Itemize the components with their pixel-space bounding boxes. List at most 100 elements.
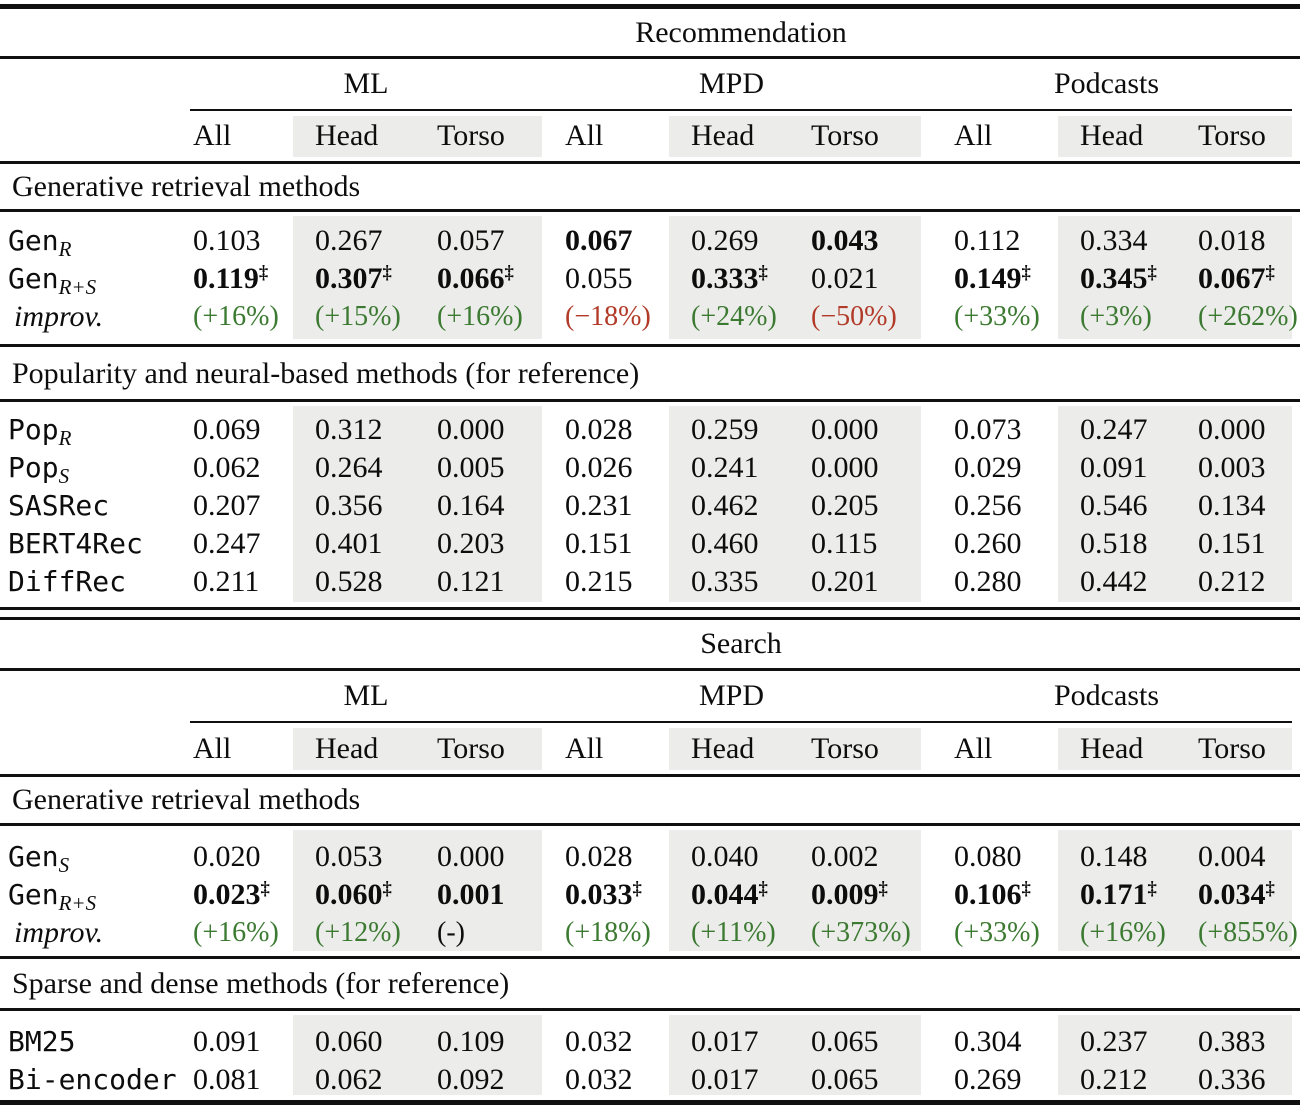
metric-cell: 0.171‡ <box>1080 878 1157 911</box>
metric-cell: 0.001 <box>437 878 505 911</box>
horizontal-rule <box>0 774 1300 777</box>
metric-cell: (+33%) <box>954 301 1040 332</box>
metric-cell: 0.080 <box>954 840 1022 873</box>
metric-cell: 0.073 <box>954 413 1022 446</box>
metric-cell: (+18%) <box>565 917 651 948</box>
column-header: Head <box>315 119 379 152</box>
metric-cell: 0.062 <box>315 1063 383 1096</box>
metric-cell: (+855%) <box>1198 917 1298 948</box>
data-block: BM25 0.091 0.060 0.109 0.032 0.017 0.065 0.304 0… <box>0 1011 1300 1100</box>
metric-cell: 0.029 <box>954 451 1022 484</box>
row-label: SASRec <box>8 489 110 522</box>
metric-cell: 0.259 <box>691 413 759 446</box>
metric-cell: 0.067‡ <box>1198 262 1275 295</box>
metric-cell: 0.055 <box>565 262 633 295</box>
metric-cell: 0.356 <box>315 489 383 522</box>
metric-cell: 0.462 <box>691 489 759 522</box>
metric-cell: 0.103 <box>193 224 261 257</box>
metric-cell: (+262%) <box>1198 301 1298 332</box>
metric-cell: 0.442 <box>1080 565 1148 598</box>
metric-cell: 0.151 <box>1198 527 1266 560</box>
metric-cell: 0.067 <box>565 224 633 257</box>
table-row: GenS 0.020 0.053 0.000 0.028 0.040 0.002 0.080 0… <box>0 838 1300 876</box>
table-row: improv. (+16%) (+15%) (+16%) (−18%) (+24%) (−5… <box>0 298 1300 336</box>
metric-cell: 0.057 <box>437 224 505 257</box>
metric-cell: (+12%) <box>315 917 401 948</box>
horizontal-rule <box>0 1008 1300 1011</box>
head-torso-shading <box>1058 406 1292 602</box>
metric-cell: 0.053 <box>315 840 383 873</box>
metric-cell: 0.264 <box>315 451 383 484</box>
column-header: All <box>954 731 993 765</box>
row-label: Bi-encoder <box>8 1063 177 1096</box>
metric-cell: 0.000 <box>811 451 879 484</box>
metric-cell: 0.333‡ <box>691 262 768 295</box>
metric-cell: 0.149‡ <box>954 262 1031 295</box>
metric-cell: (+24%) <box>691 301 777 332</box>
horizontal-rule <box>0 161 1300 164</box>
metric-cell: 0.401 <box>315 527 383 560</box>
metric-cell: 0.231 <box>565 489 633 522</box>
metric-cell: 0.151 <box>565 527 633 560</box>
table-row: SASRec 0.207 0.356 0.164 0.231 0.462 0.205 0.25… <box>0 487 1300 525</box>
row-label: BERT4Rec <box>8 527 143 560</box>
group-header-podcasts: Podcasts <box>1054 679 1159 712</box>
metric-cell: (−18%) <box>565 301 651 332</box>
head-torso-shading <box>669 728 921 770</box>
metric-cell: 0.044‡ <box>691 878 768 911</box>
table-row: GenR+S 0.023‡ 0.060‡ 0.001 0.033‡ 0.044‡ 0.009… <box>0 876 1300 914</box>
horizontal-rule <box>0 344 1300 347</box>
group-header-ml: ML <box>343 679 389 712</box>
section-header: Generative retrieval methods <box>12 170 361 203</box>
metric-cell: 0.060 <box>315 1025 383 1058</box>
head-torso-shading <box>669 116 921 157</box>
panel-title-recommendation: Recommendation <box>635 16 847 49</box>
table-row: BERT4Rec 0.247 0.401 0.203 0.151 0.460 0.115 0.… <box>0 525 1300 563</box>
column-header: All <box>193 119 232 152</box>
table-row: DiffRec 0.211 0.528 0.121 0.215 0.335 0.201 0.2… <box>0 563 1300 601</box>
metric-cell: 0.091 <box>193 1025 261 1058</box>
head-torso-shading <box>669 216 921 339</box>
head-torso-shading <box>1058 1015 1292 1095</box>
row-label: BM25 <box>8 1025 76 1058</box>
metric-cell: 0.335 <box>691 565 759 598</box>
head-torso-shading <box>293 728 542 770</box>
table-row: GenR 0.103 0.267 0.057 0.067 0.269 0.043 0.112 0… <box>0 222 1300 260</box>
metric-cell: 0.034‡ <box>1198 878 1275 911</box>
metric-cell: 0.267 <box>315 224 383 257</box>
metric-cell: 0.247 <box>1080 413 1148 446</box>
metric-cell: 0.000 <box>437 840 505 873</box>
metric-cell: 0.528 <box>315 565 383 598</box>
metric-cell: 0.164 <box>437 489 505 522</box>
horizontal-rule <box>0 956 1300 959</box>
column-header: Head <box>1080 731 1144 765</box>
head-torso-shading <box>1058 728 1292 770</box>
metric-cell: 0.060‡ <box>315 878 392 911</box>
metric-cell: 0.106‡ <box>954 878 1031 911</box>
column-header: Head <box>691 119 755 152</box>
metric-cell: 0.069 <box>193 413 261 446</box>
metric-cell: (+3%) <box>1080 301 1152 332</box>
metric-cell: 0.211 <box>193 565 260 598</box>
metric-cell: 0.018 <box>1198 224 1266 257</box>
row-label: GenR+S <box>8 878 97 915</box>
horizontal-rule-top <box>0 4 1300 9</box>
metric-cell: 0.121 <box>437 565 505 598</box>
table-row: GenR+S 0.119‡ 0.307‡ 0.066‡ 0.055 0.333‡ 0.021… <box>0 260 1300 298</box>
data-block: GenR 0.103 0.267 0.057 0.067 0.269 0.043 0.112 0… <box>0 212 1300 344</box>
metric-cell: 0.518 <box>1080 527 1148 560</box>
table-row: Bi-encoder 0.081 0.062 0.092 0.032 0.017 0.065… <box>0 1061 1300 1099</box>
row-label: DiffRec <box>8 565 127 598</box>
column-header-spacer <box>0 111 190 161</box>
metric-cell: (−50%) <box>811 301 897 332</box>
metric-cell: 0.207 <box>193 489 261 522</box>
column-header-row: All Head Torso All Head Torso All Head T… <box>0 111 1300 161</box>
metric-cell: 0.066‡ <box>437 262 514 295</box>
column-header: All <box>193 731 232 765</box>
metric-cell: (+16%) <box>193 301 279 332</box>
horizontal-rule <box>0 56 1300 59</box>
table-row: PopS 0.062 0.264 0.005 0.026 0.241 0.000 0.029 0… <box>0 449 1300 487</box>
metric-cell: (+16%) <box>437 301 523 332</box>
horizontal-rule <box>0 209 1300 212</box>
